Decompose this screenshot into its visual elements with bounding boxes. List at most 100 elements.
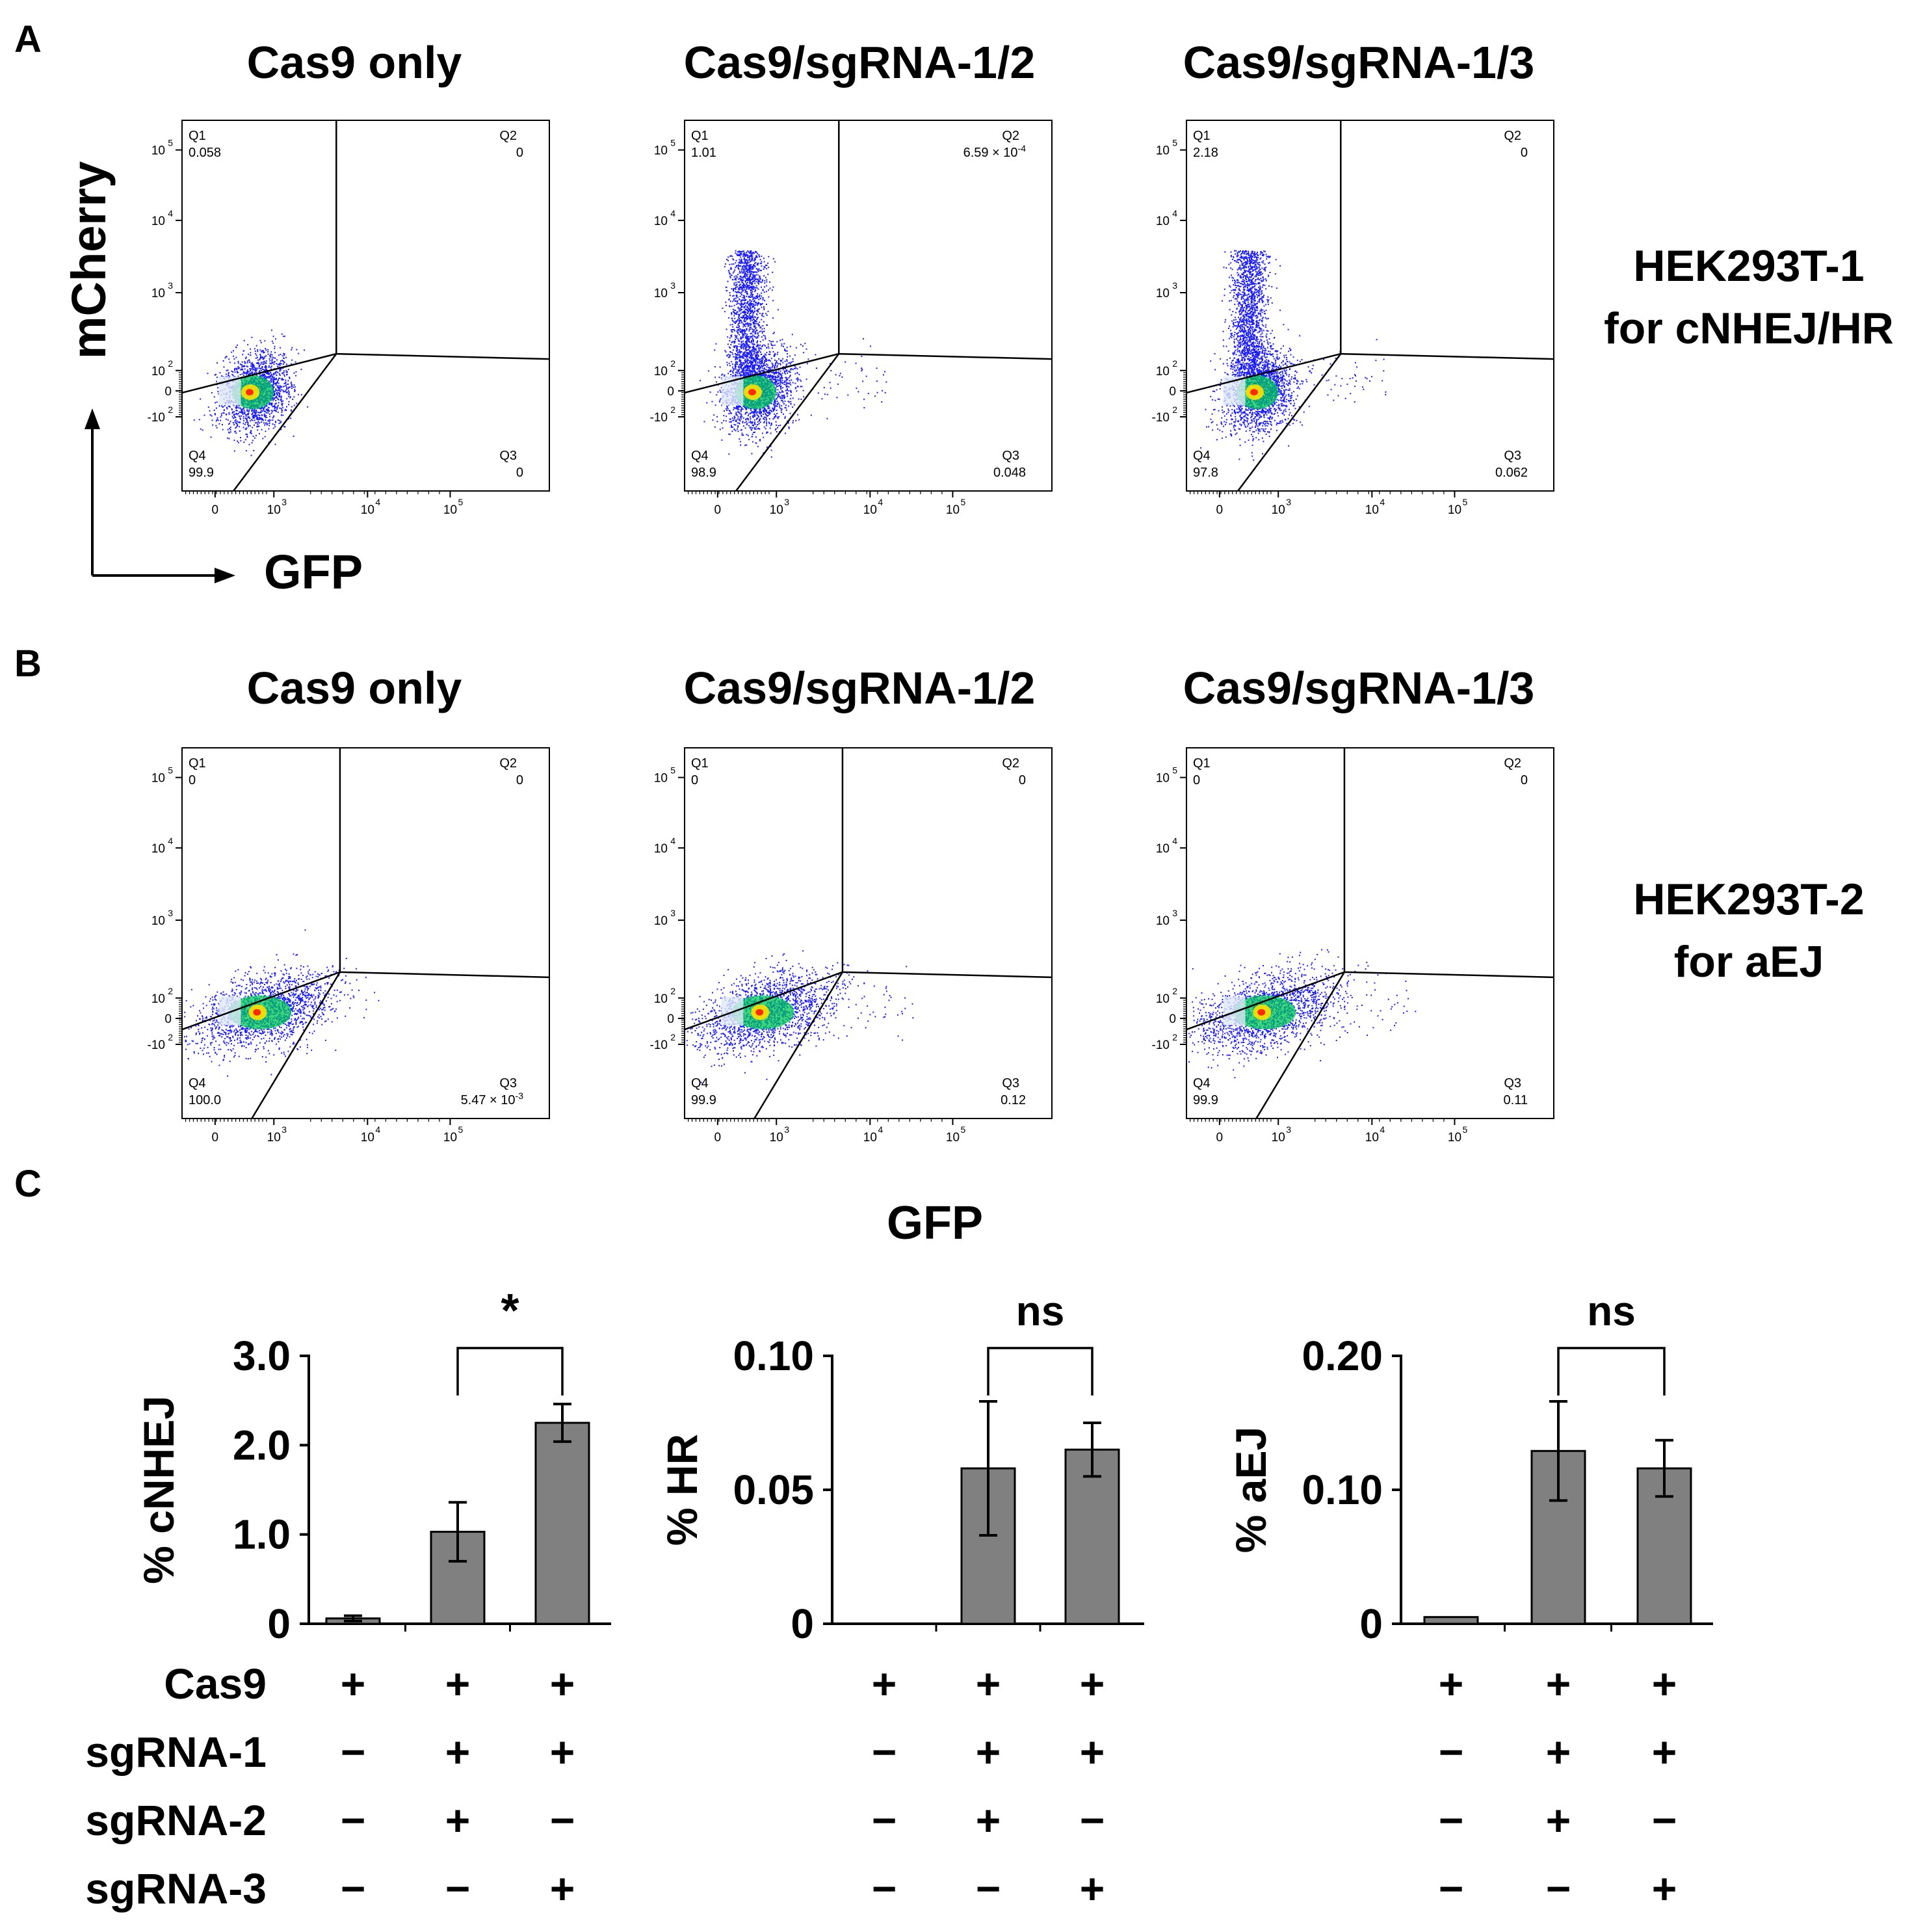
x-tick-label: 10 — [1448, 1131, 1461, 1145]
density-peak — [748, 389, 756, 396]
axis-arrow-x-head — [215, 568, 235, 583]
x-tick-label: 10 — [443, 1131, 457, 1145]
y-tick-label: 10 — [151, 215, 165, 228]
q2-name: Q2 — [1504, 129, 1521, 143]
x-tick-label: 10 — [770, 1131, 783, 1145]
row-label-1-line2: for cNHEJ/HR — [1604, 304, 1894, 353]
gate-line-left — [1186, 352, 1341, 394]
y-tick-exp: 5 — [168, 138, 173, 148]
col-title-b-2: Cas9/sgRNA-1/2 — [684, 663, 1036, 713]
y-tick-label: 10 — [151, 144, 165, 158]
q1-value: 0 — [691, 773, 698, 787]
condition-sign: + — [341, 1660, 366, 1708]
y-tick-label: 10 — [654, 215, 668, 228]
condition-sign: + — [445, 1728, 471, 1776]
q3-exponent: -3 — [516, 1091, 524, 1101]
q3-name: Q3 — [1504, 1076, 1521, 1091]
y-tick-label: 10 — [151, 365, 165, 378]
q2-name: Q2 — [1504, 756, 1521, 771]
condition-table: Cas9 + + + + + + + + + sgRNA-1 − + + − + + − + + sgRNA-2 − + − −… — [85, 1660, 1677, 1912]
y-tick-exp: 2 — [1172, 404, 1177, 415]
condition-sign: + — [550, 1864, 575, 1912]
condition-sign: + — [1652, 1864, 1677, 1912]
figure-labels: A B C Cas9 only Cas9/sgRNA-1/2 Cas9/sgRN… — [14, 18, 1894, 1249]
density-cloud-4 — [183, 929, 380, 1077]
y-tick-label: 10 — [151, 842, 165, 856]
gate-line-left — [181, 352, 337, 394]
axis-arrow-x-label: GFP — [264, 545, 363, 599]
y-tick-exp: 2 — [168, 358, 173, 369]
q3-value: 0.048 — [993, 466, 1026, 480]
condition-sign: + — [976, 1728, 1001, 1776]
y-axis-label: % cNHEJ — [135, 1396, 183, 1584]
q2-exponent: -4 — [1018, 143, 1027, 153]
y-tick-label: 10 — [1156, 287, 1170, 300]
density-cloud-2 — [700, 250, 887, 458]
q1-name: Q1 — [1193, 129, 1211, 143]
q2-name: Q2 — [1002, 129, 1019, 143]
cell-events — [1200, 250, 1387, 461]
y-tick-exp: 4 — [168, 836, 173, 846]
condition-sign: − — [1439, 1728, 1464, 1776]
x-tick-exp: 3 — [1286, 1124, 1291, 1135]
flow-frame — [1186, 120, 1554, 492]
condition-sign: − — [341, 1728, 366, 1776]
q4-value: 98.9 — [691, 466, 716, 480]
y-tick-label: 10 — [1156, 842, 1170, 856]
y-tick-label: 10 — [1156, 144, 1170, 158]
q4-name: Q4 — [691, 1076, 709, 1091]
axis-arrow-y-label: mCherry — [62, 161, 116, 359]
y-tick-label: 10 — [1156, 215, 1170, 228]
condition-sign: + — [1080, 1864, 1105, 1912]
condition-sign: − — [341, 1864, 366, 1912]
q2-value: 0 — [1521, 146, 1528, 160]
y-tick-exp: 5 — [1172, 765, 1177, 776]
density-peak — [246, 389, 254, 396]
condition-sign: − — [1439, 1864, 1464, 1912]
density-cloud-1 — [193, 329, 309, 457]
x-tick-label: 0 — [1216, 503, 1224, 517]
y-tick-label: 0.05 — [733, 1466, 814, 1513]
q2-name: Q2 — [499, 129, 517, 143]
x-tick-exp: 4 — [375, 497, 380, 507]
q3-name: Q3 — [1002, 1076, 1019, 1091]
q2-value: 0 — [516, 773, 523, 787]
density-cloud-3 — [1200, 250, 1387, 461]
condition-sign: − — [872, 1728, 897, 1776]
col-title-a-3: Cas9/sgRNA-1/3 — [1183, 37, 1535, 88]
x-tick-label: 0 — [1216, 1131, 1224, 1145]
y-tick-exp: 2 — [1172, 358, 1177, 369]
condition-sign: − — [1080, 1796, 1105, 1844]
bar — [1064, 1448, 1120, 1625]
condition-sign: + — [550, 1728, 575, 1776]
density-saturated-area — [721, 996, 744, 1026]
y-tick-label: -10 — [1152, 411, 1170, 425]
q4-name: Q4 — [189, 449, 206, 463]
condition-sign: + — [550, 1660, 575, 1708]
x-tick-label: 10 — [361, 1131, 374, 1145]
x-tick-label: 0 — [714, 1131, 722, 1145]
q4-value: 100.0 — [189, 1093, 221, 1107]
x-tick-label: 10 — [267, 503, 281, 517]
condition-sign: + — [1439, 1660, 1464, 1708]
gate-line-lower — [753, 972, 844, 1119]
condition-sign: + — [1546, 1728, 1571, 1776]
flow-frame — [181, 747, 550, 1119]
y-tick-label: 10 — [654, 287, 668, 300]
y-tick-exp: 2 — [168, 404, 173, 415]
q1-value: 1.01 — [691, 146, 716, 160]
q3-value: 5.47 × 10-3 — [461, 1091, 524, 1107]
q4-name: Q4 — [1193, 1076, 1211, 1091]
q4-value: 99.9 — [1193, 1093, 1218, 1107]
y-tick-label: -10 — [650, 1039, 668, 1052]
y-tick-exp: 2 — [670, 1032, 675, 1042]
condition-sign: + — [976, 1796, 1001, 1844]
condition-sign: + — [1652, 1728, 1677, 1776]
q4-name: Q4 — [189, 1076, 206, 1091]
col-title-a-1: Cas9 only — [247, 37, 462, 88]
x-tick-exp: 3 — [1286, 497, 1291, 507]
y-tick-label: 10 — [654, 842, 668, 856]
